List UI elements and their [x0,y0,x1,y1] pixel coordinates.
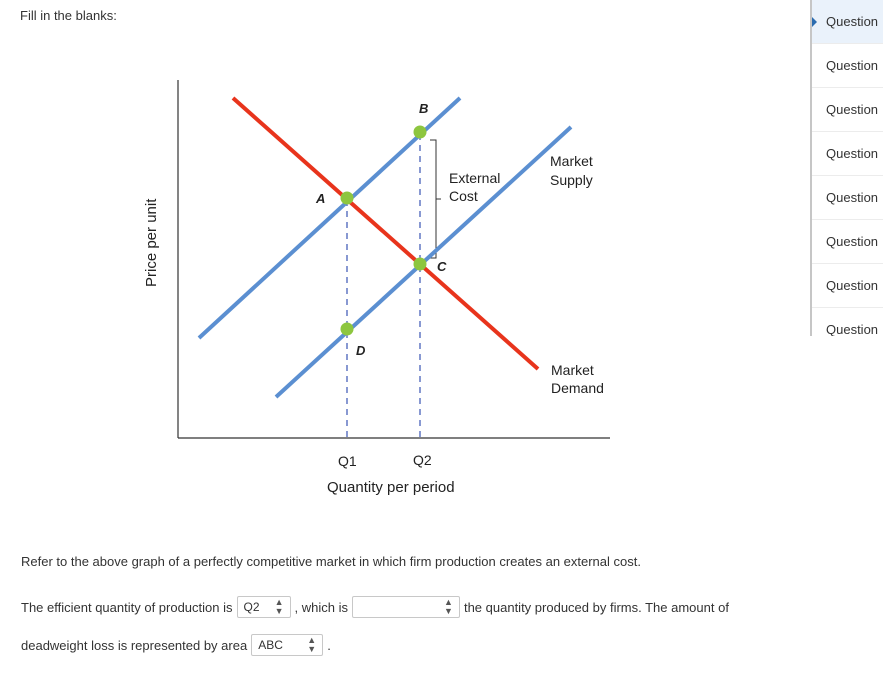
label-d: D [356,343,366,358]
market-demand-label-line2: Demand [551,380,604,396]
sidebar-question-3[interactable]: Question [812,88,883,132]
q2-label: Q2 [413,452,432,468]
point-c [413,257,427,271]
market-demand-curve [231,96,540,371]
sidebar-question-6[interactable]: Question [812,220,883,264]
point-a [340,191,354,205]
y-axis-label: Price per unit [143,198,160,287]
market-supply-label-line2: Supply [550,172,593,188]
sidebar-question-4[interactable]: Question [812,132,883,176]
social-supply-curve [197,96,462,340]
label-a: A [315,191,325,206]
sidebar-question-7[interactable]: Question [812,264,883,308]
dropdown-arrows-icon: ▲ ▼ [444,597,453,616]
instructions-text: Fill in the blanks: [20,8,117,23]
deadweight-loss-value: ABC [258,638,283,652]
question-text-2: , which is [294,599,348,615]
question-text-1: The efficient quantity of production is [21,599,233,615]
q1-label: Q1 [338,453,357,469]
question-row-1: The efficient quantity of production is … [21,596,729,618]
market-supply-label-line1: Market [550,153,593,169]
comparison-dropdown[interactable]: ▲ ▼ [351,596,460,618]
external-cost-bracket [430,139,441,259]
efficient-quantity-dropdown[interactable]: Q2 ▲ ▼ [236,596,291,618]
sidebar-question-1[interactable]: Question [812,0,883,44]
sidebar-question-2[interactable]: Question [812,44,883,88]
external-cost-label-line1: External [449,170,500,186]
economics-graph: A B C D External Cost Market Supply Mark… [143,80,610,496]
question-row-2: deadweight loss is represented by area A… [21,634,331,656]
label-b: B [419,101,428,116]
label-c: C [437,259,447,274]
sidebar-question-8[interactable]: Question [812,308,883,336]
market-demand-label-line1: Market [551,362,594,378]
external-cost-label-line2: Cost [449,188,478,204]
sidebar-question-5[interactable]: Question [812,176,883,220]
point-b [413,125,427,139]
efficient-quantity-value: Q2 [243,600,260,614]
question-sidebar: Question Question Question Question Ques… [810,0,883,336]
x-axis-label: Quantity per period [327,479,455,496]
point-d [340,322,354,336]
dropdown-arrows-icon: ▲ ▼ [274,597,284,616]
deadweight-loss-dropdown[interactable]: ABC ▲ ▼ [251,634,324,656]
question-description: Refer to the above graph of a perfectly … [21,554,641,569]
question-text-4: deadweight loss is represented by area [21,637,248,653]
dropdown-arrows-icon: ▲ ▼ [307,635,317,654]
question-text-3: the quantity produced by firms. The amou… [463,599,729,615]
question-text-5: . [327,637,331,653]
